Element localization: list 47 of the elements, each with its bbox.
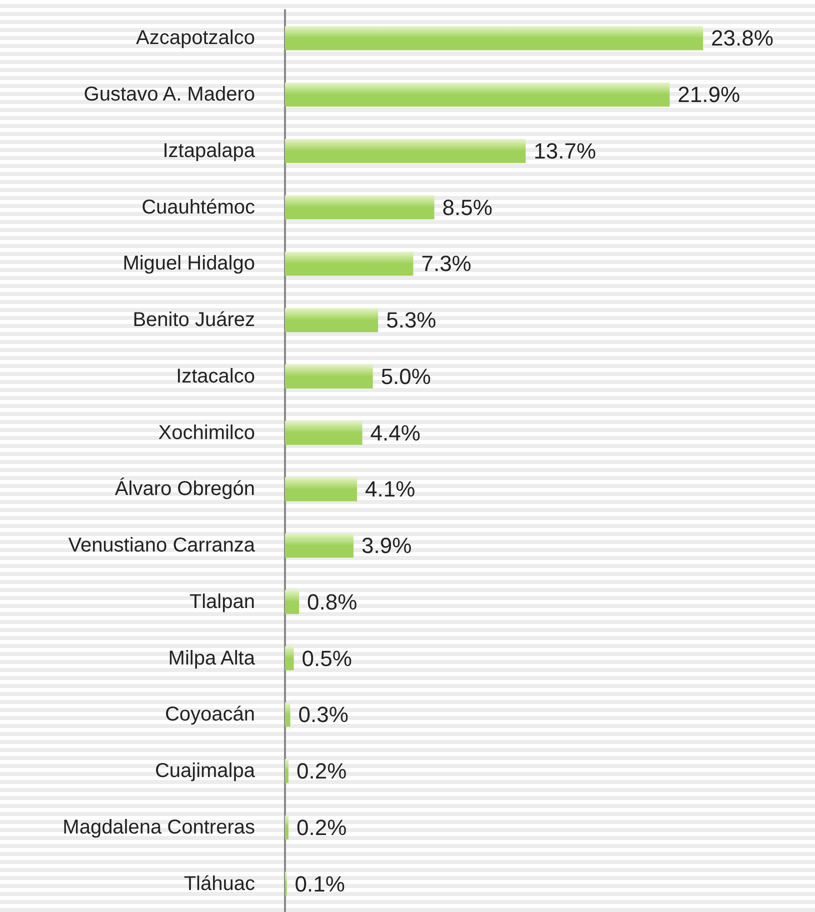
y-tick-label: Milpa Alta: [168, 647, 256, 670]
data-label: 0.5%: [302, 646, 352, 671]
y-tick-label: Gustavo A. Madero: [84, 84, 255, 106]
data-label: 13.7%: [534, 138, 596, 164]
data-label: 0.1%: [294, 871, 345, 896]
data-label: 8.5%: [442, 194, 492, 220]
data-label: 0.2%: [296, 814, 347, 840]
data-label: 5.0%: [380, 364, 431, 389]
y-tick-label: Cuajimalpa: [154, 760, 256, 782]
bar: [285, 26, 704, 50]
bar: [285, 195, 434, 220]
y-tick-label: Coyoacán: [164, 704, 255, 726]
y-tick-label: Venustiano Carranza: [68, 534, 256, 557]
y-tick-label: Cuauhtémoc: [142, 196, 255, 218]
y-tick-label: Iztapalapa: [162, 140, 256, 162]
data-label: 0.8%: [307, 589, 358, 614]
y-tick-label: Magdalena Contreras: [62, 816, 255, 838]
y-tick-label: Tlalpan: [189, 590, 255, 613]
data-label: 0.2%: [296, 758, 347, 784]
bar: [285, 759, 289, 784]
y-tick-label: Xochimilco: [158, 422, 255, 444]
bar: [285, 702, 290, 727]
data-label: 5.3%: [386, 308, 436, 333]
data-label: 7.3%: [421, 251, 472, 276]
bar: [285, 646, 294, 670]
data-label: 21.9%: [678, 82, 740, 108]
bar: [285, 82, 670, 107]
bar: [285, 138, 526, 163]
bar: [285, 252, 414, 276]
bar: [285, 420, 362, 445]
bar: [285, 534, 354, 558]
data-label: 23.8%: [711, 26, 774, 51]
y-tick-label: Benito Juárez: [132, 309, 255, 332]
y-tick-label: Álvaro Obregón: [114, 477, 255, 500]
data-label: 4.4%: [370, 420, 420, 446]
bar: [285, 815, 289, 840]
y-tick-label: Iztacalco: [176, 365, 255, 388]
bar: [285, 364, 373, 388]
data-label: 3.9%: [362, 533, 412, 558]
bar: [285, 477, 358, 502]
bar: [285, 590, 300, 614]
data-label: 4.1%: [365, 476, 416, 502]
bar: [285, 308, 378, 332]
y-tick-label: Tláhuac: [184, 872, 255, 895]
data-label: 0.3%: [298, 702, 348, 728]
y-tick-label: Miguel Hidalgo: [122, 252, 255, 275]
y-tick-label: Azcapotzalco: [136, 27, 255, 50]
